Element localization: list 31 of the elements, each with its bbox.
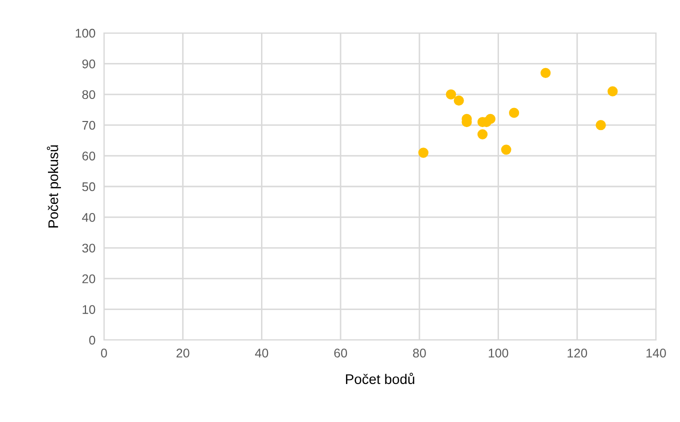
point [477,129,488,140]
x-tick-label: 80 [413,348,426,358]
point [418,148,428,158]
y-tick-label: 60 [82,152,96,160]
x-tick-label: 60 [334,348,348,358]
x-tick-label: 40 [255,348,268,358]
y-tick-label: 40 [82,213,96,222]
point [608,86,618,96]
y-tick-label: 90 [82,60,96,68]
y-tick-label: 10 [82,305,96,314]
point [485,114,496,124]
point [596,120,606,130]
point [540,68,551,78]
point [508,108,520,118]
y-tick-label: 100 [76,28,96,38]
x-tick-label: 120 [568,348,588,358]
y-tick-label: 0 [89,336,96,345]
y-tick-label: 70 [82,120,96,130]
y-tick-label: 30 [82,244,96,253]
point [454,95,464,106]
x-tick-label: 100 [488,348,508,358]
x-tick-label: 140 [646,348,666,358]
y-tick-label: 20 [82,274,96,284]
y-tick-label: 50 [82,182,96,192]
x-tick-label: 0 [101,348,107,358]
y-tick-label: 80 [82,90,96,100]
x-tick-label: 20 [176,348,190,358]
point [446,89,456,100]
point [501,144,512,155]
y-axis-title: Počet pokusů [46,145,61,228]
x-axis-title: Počet bodů [346,372,414,384]
